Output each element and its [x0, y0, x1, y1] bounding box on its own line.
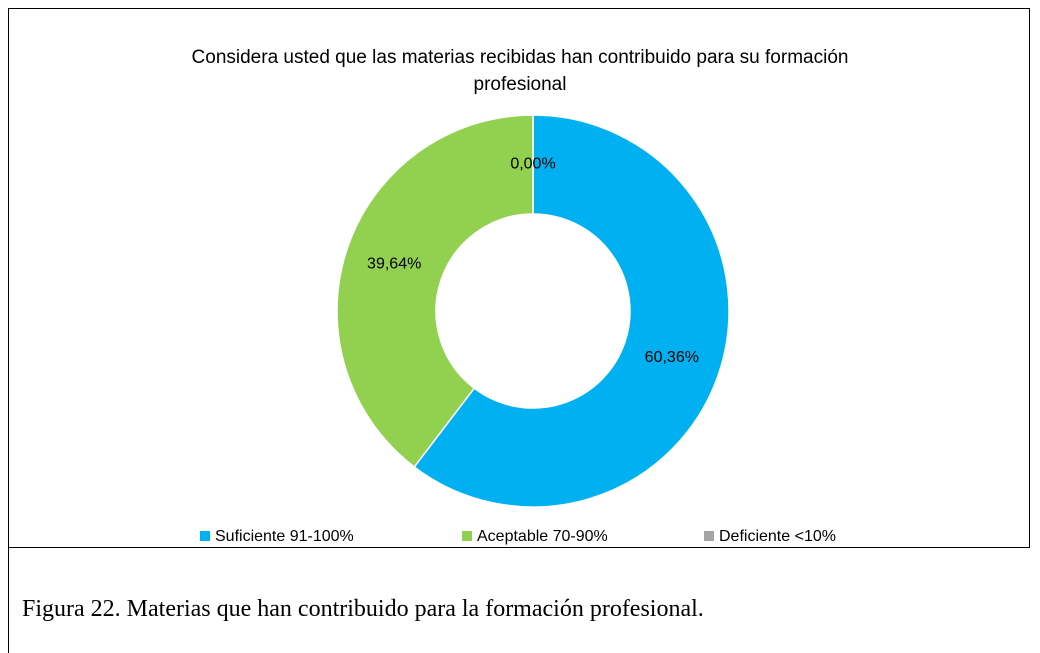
- figure-caption: Figura 22. Materias que han contribuido …: [22, 596, 704, 622]
- data-label: 39,64%: [367, 255, 421, 272]
- legend-swatch: [704, 531, 714, 541]
- legend-swatch: [462, 531, 472, 541]
- chart-title: Considera usted que las materias recibid…: [191, 47, 849, 95]
- legend-swatch: [200, 531, 210, 541]
- legend-label: Suficiente 91-100%: [215, 528, 354, 545]
- chart-frame: [8, 8, 1030, 548]
- donut-slice: [336, 114, 534, 468]
- data-label: 0,00%: [510, 156, 555, 173]
- frame-line: [8, 548, 9, 653]
- legend-label: Deficiente <10%: [719, 528, 836, 545]
- data-label: 60,36%: [645, 349, 699, 366]
- legend-label: Aceptable 70-90%: [477, 528, 608, 545]
- donut-slice: [413, 114, 730, 508]
